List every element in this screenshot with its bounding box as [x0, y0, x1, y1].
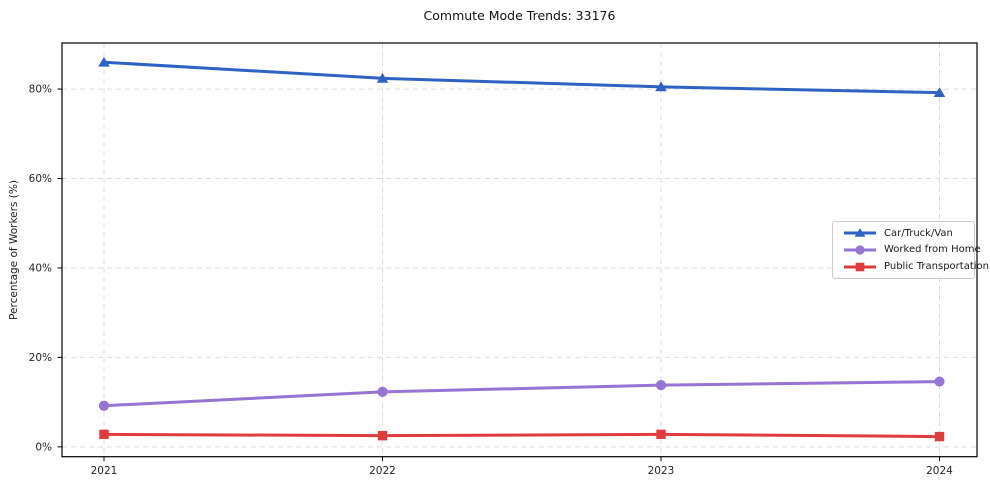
data-point-marker-car-truck-van [655, 81, 667, 92]
data-point-marker-public-transportation [99, 429, 109, 440]
data-point-marker-worked-from-home [98, 400, 110, 411]
data-point-marker-car-truck-van [98, 56, 110, 67]
legend-marker-triangle-icon [844, 228, 876, 238]
series-line-worked-from-home [102, 380, 941, 408]
x-tick-label: 2022 [369, 465, 396, 477]
data-point-marker-car-truck-van [376, 72, 389, 83]
data-point-marker-worked-from-home [934, 376, 945, 387]
data-point-marker-public-transportation [656, 429, 666, 440]
legend-item-label: Car/Truck/Van [884, 227, 953, 239]
x-tick-label: 2023 [648, 465, 675, 477]
legend-marker-square-icon [844, 262, 876, 271]
series-line-public-transportation [102, 432, 941, 439]
data-point-marker-public-transportation [377, 430, 388, 441]
data-point-marker-worked-from-home [655, 380, 667, 391]
legend-item-label: Public Transportation [884, 261, 989, 273]
axis-spine [61, 42, 978, 458]
x-tick-label: 2024 [926, 465, 953, 477]
legend-item: Car/Truck/Van [843, 227, 966, 239]
y-tick-label: 20% [29, 352, 52, 364]
legend-item: Worked from Home [843, 244, 981, 256]
series-line-car-truck-van [102, 60, 941, 95]
legend: Car/Truck/Van Worked from Home Public Tr… [832, 221, 989, 279]
legend-item-label: Worked from Home [884, 244, 981, 256]
data-point-marker-public-transportation [934, 431, 945, 442]
legend-marker-circle-icon [844, 245, 876, 255]
data-point-marker-worked-from-home [377, 386, 388, 397]
y-tick-label: 60% [29, 173, 52, 185]
y-tick-label: 0% [35, 441, 52, 453]
chart-title: Commute Mode Trends: 33176 [423, 8, 616, 23]
x-tick-label: 2021 [91, 465, 118, 477]
legend-item: Public Transportation [843, 261, 989, 273]
y-tick-label: 80% [29, 84, 52, 96]
data-point-marker-car-truck-van [933, 87, 946, 98]
y-tick-label: 40% [29, 262, 52, 274]
